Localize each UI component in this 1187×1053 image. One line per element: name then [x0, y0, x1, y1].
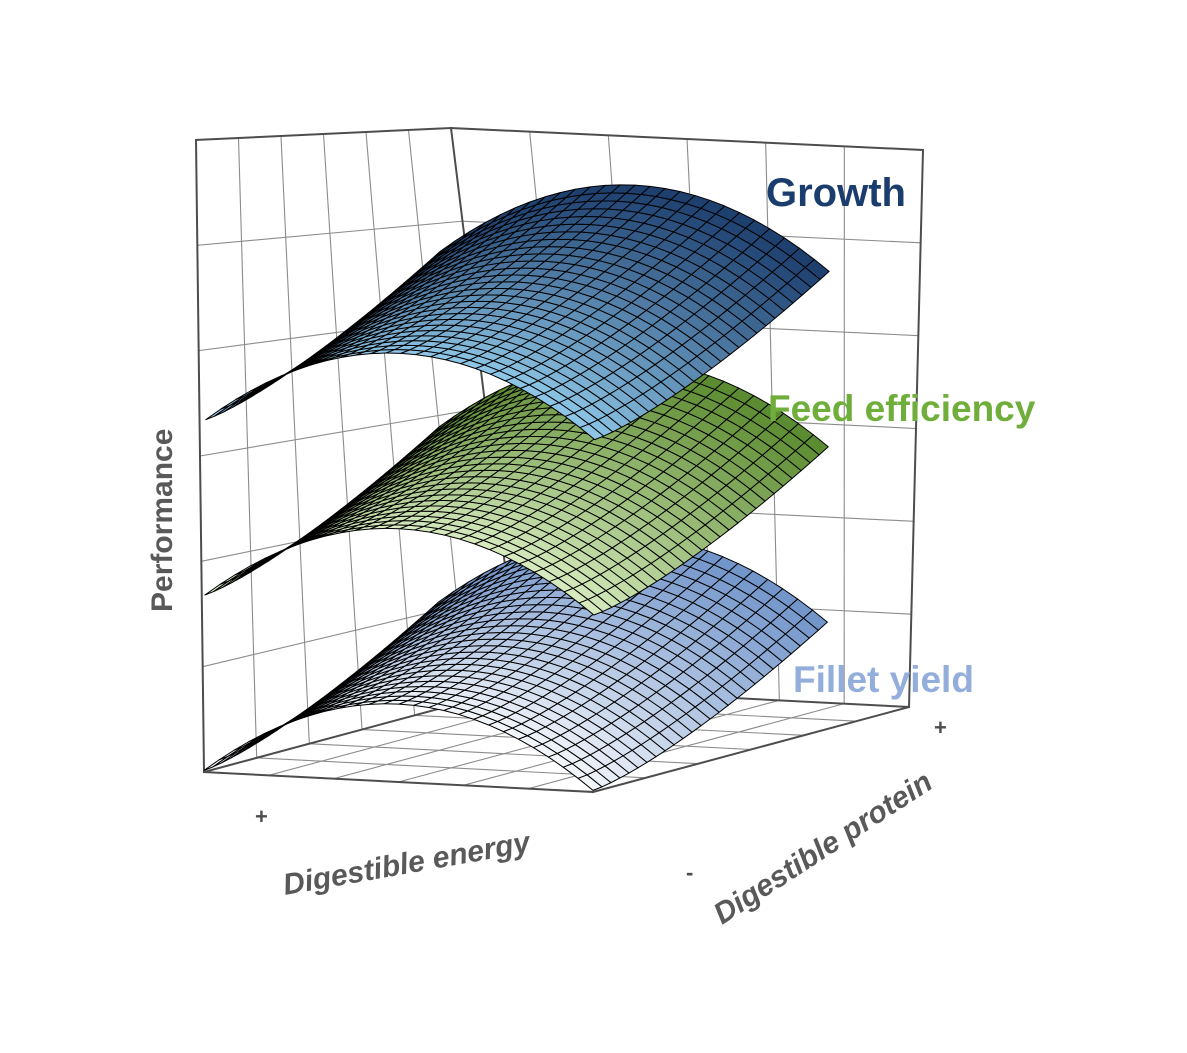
- svg-text:+: +: [934, 715, 947, 740]
- svg-text:Growth: Growth: [766, 171, 906, 215]
- svg-text:-: -: [686, 860, 693, 885]
- svg-text:Feed efficiency: Feed efficiency: [768, 388, 1036, 429]
- svg-text:Fillet yield: Fillet yield: [793, 659, 974, 700]
- svg-text:+: +: [255, 804, 268, 829]
- svg-text:Performance: Performance: [146, 429, 179, 612]
